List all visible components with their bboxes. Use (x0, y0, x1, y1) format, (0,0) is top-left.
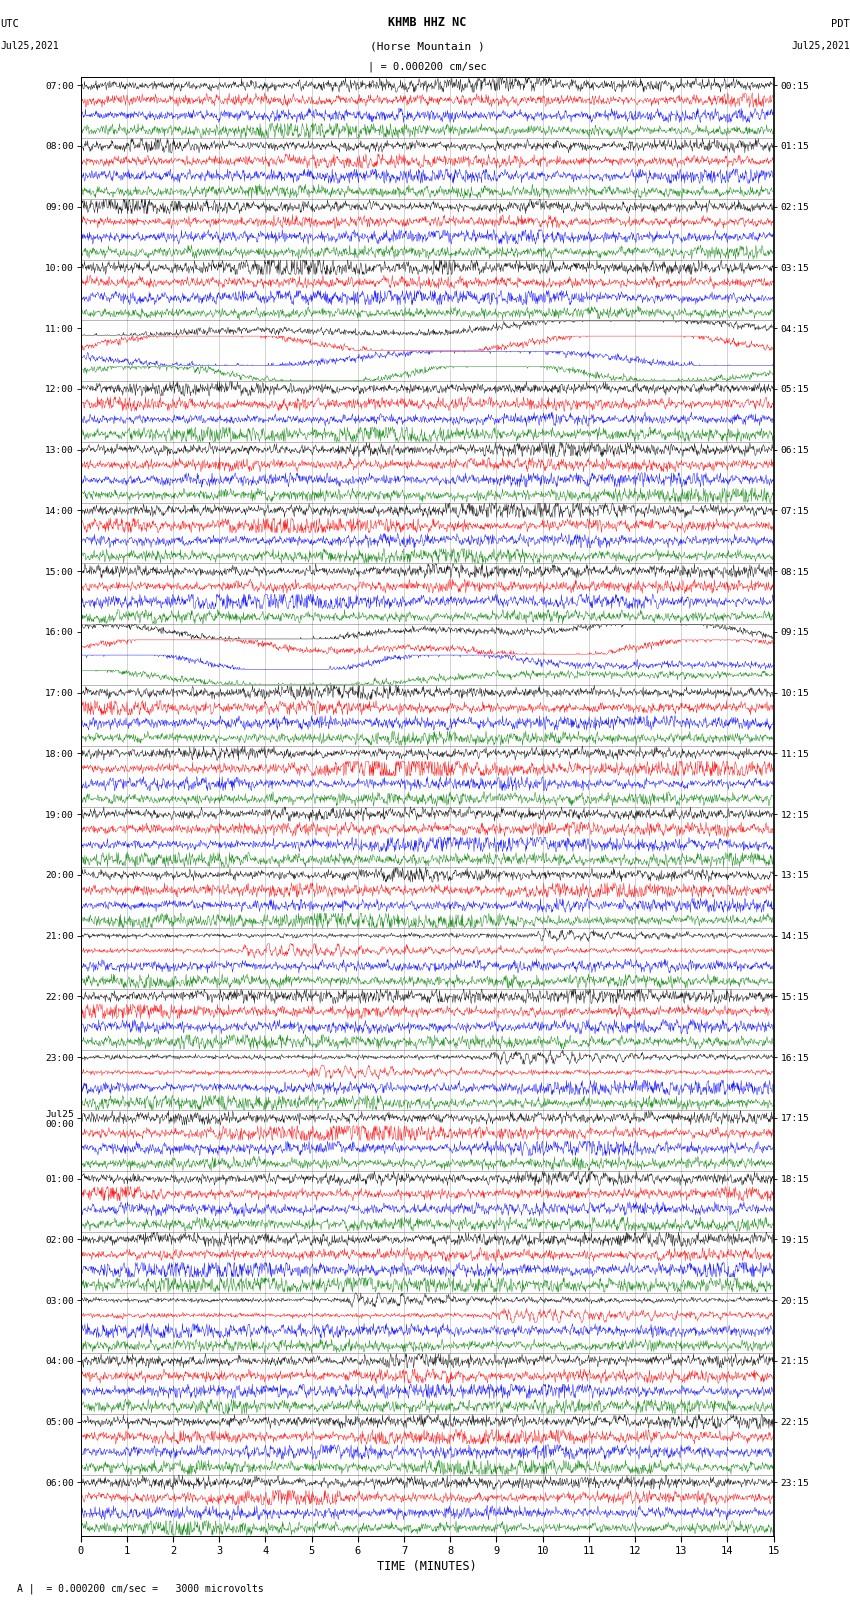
Text: KHMB HHZ NC: KHMB HHZ NC (388, 16, 467, 29)
Text: Jul25,2021: Jul25,2021 (0, 42, 59, 52)
Text: UTC: UTC (0, 19, 19, 29)
X-axis label: TIME (MINUTES): TIME (MINUTES) (377, 1560, 477, 1573)
Text: Jul25,2021: Jul25,2021 (791, 42, 850, 52)
Text: PDT: PDT (831, 19, 850, 29)
Text: (Horse Mountain ): (Horse Mountain ) (370, 42, 484, 52)
Text: A |  = 0.000200 cm/sec =   3000 microvolts: A | = 0.000200 cm/sec = 3000 microvolts (17, 1582, 264, 1594)
Text: | = 0.000200 cm/sec: | = 0.000200 cm/sec (368, 61, 486, 71)
